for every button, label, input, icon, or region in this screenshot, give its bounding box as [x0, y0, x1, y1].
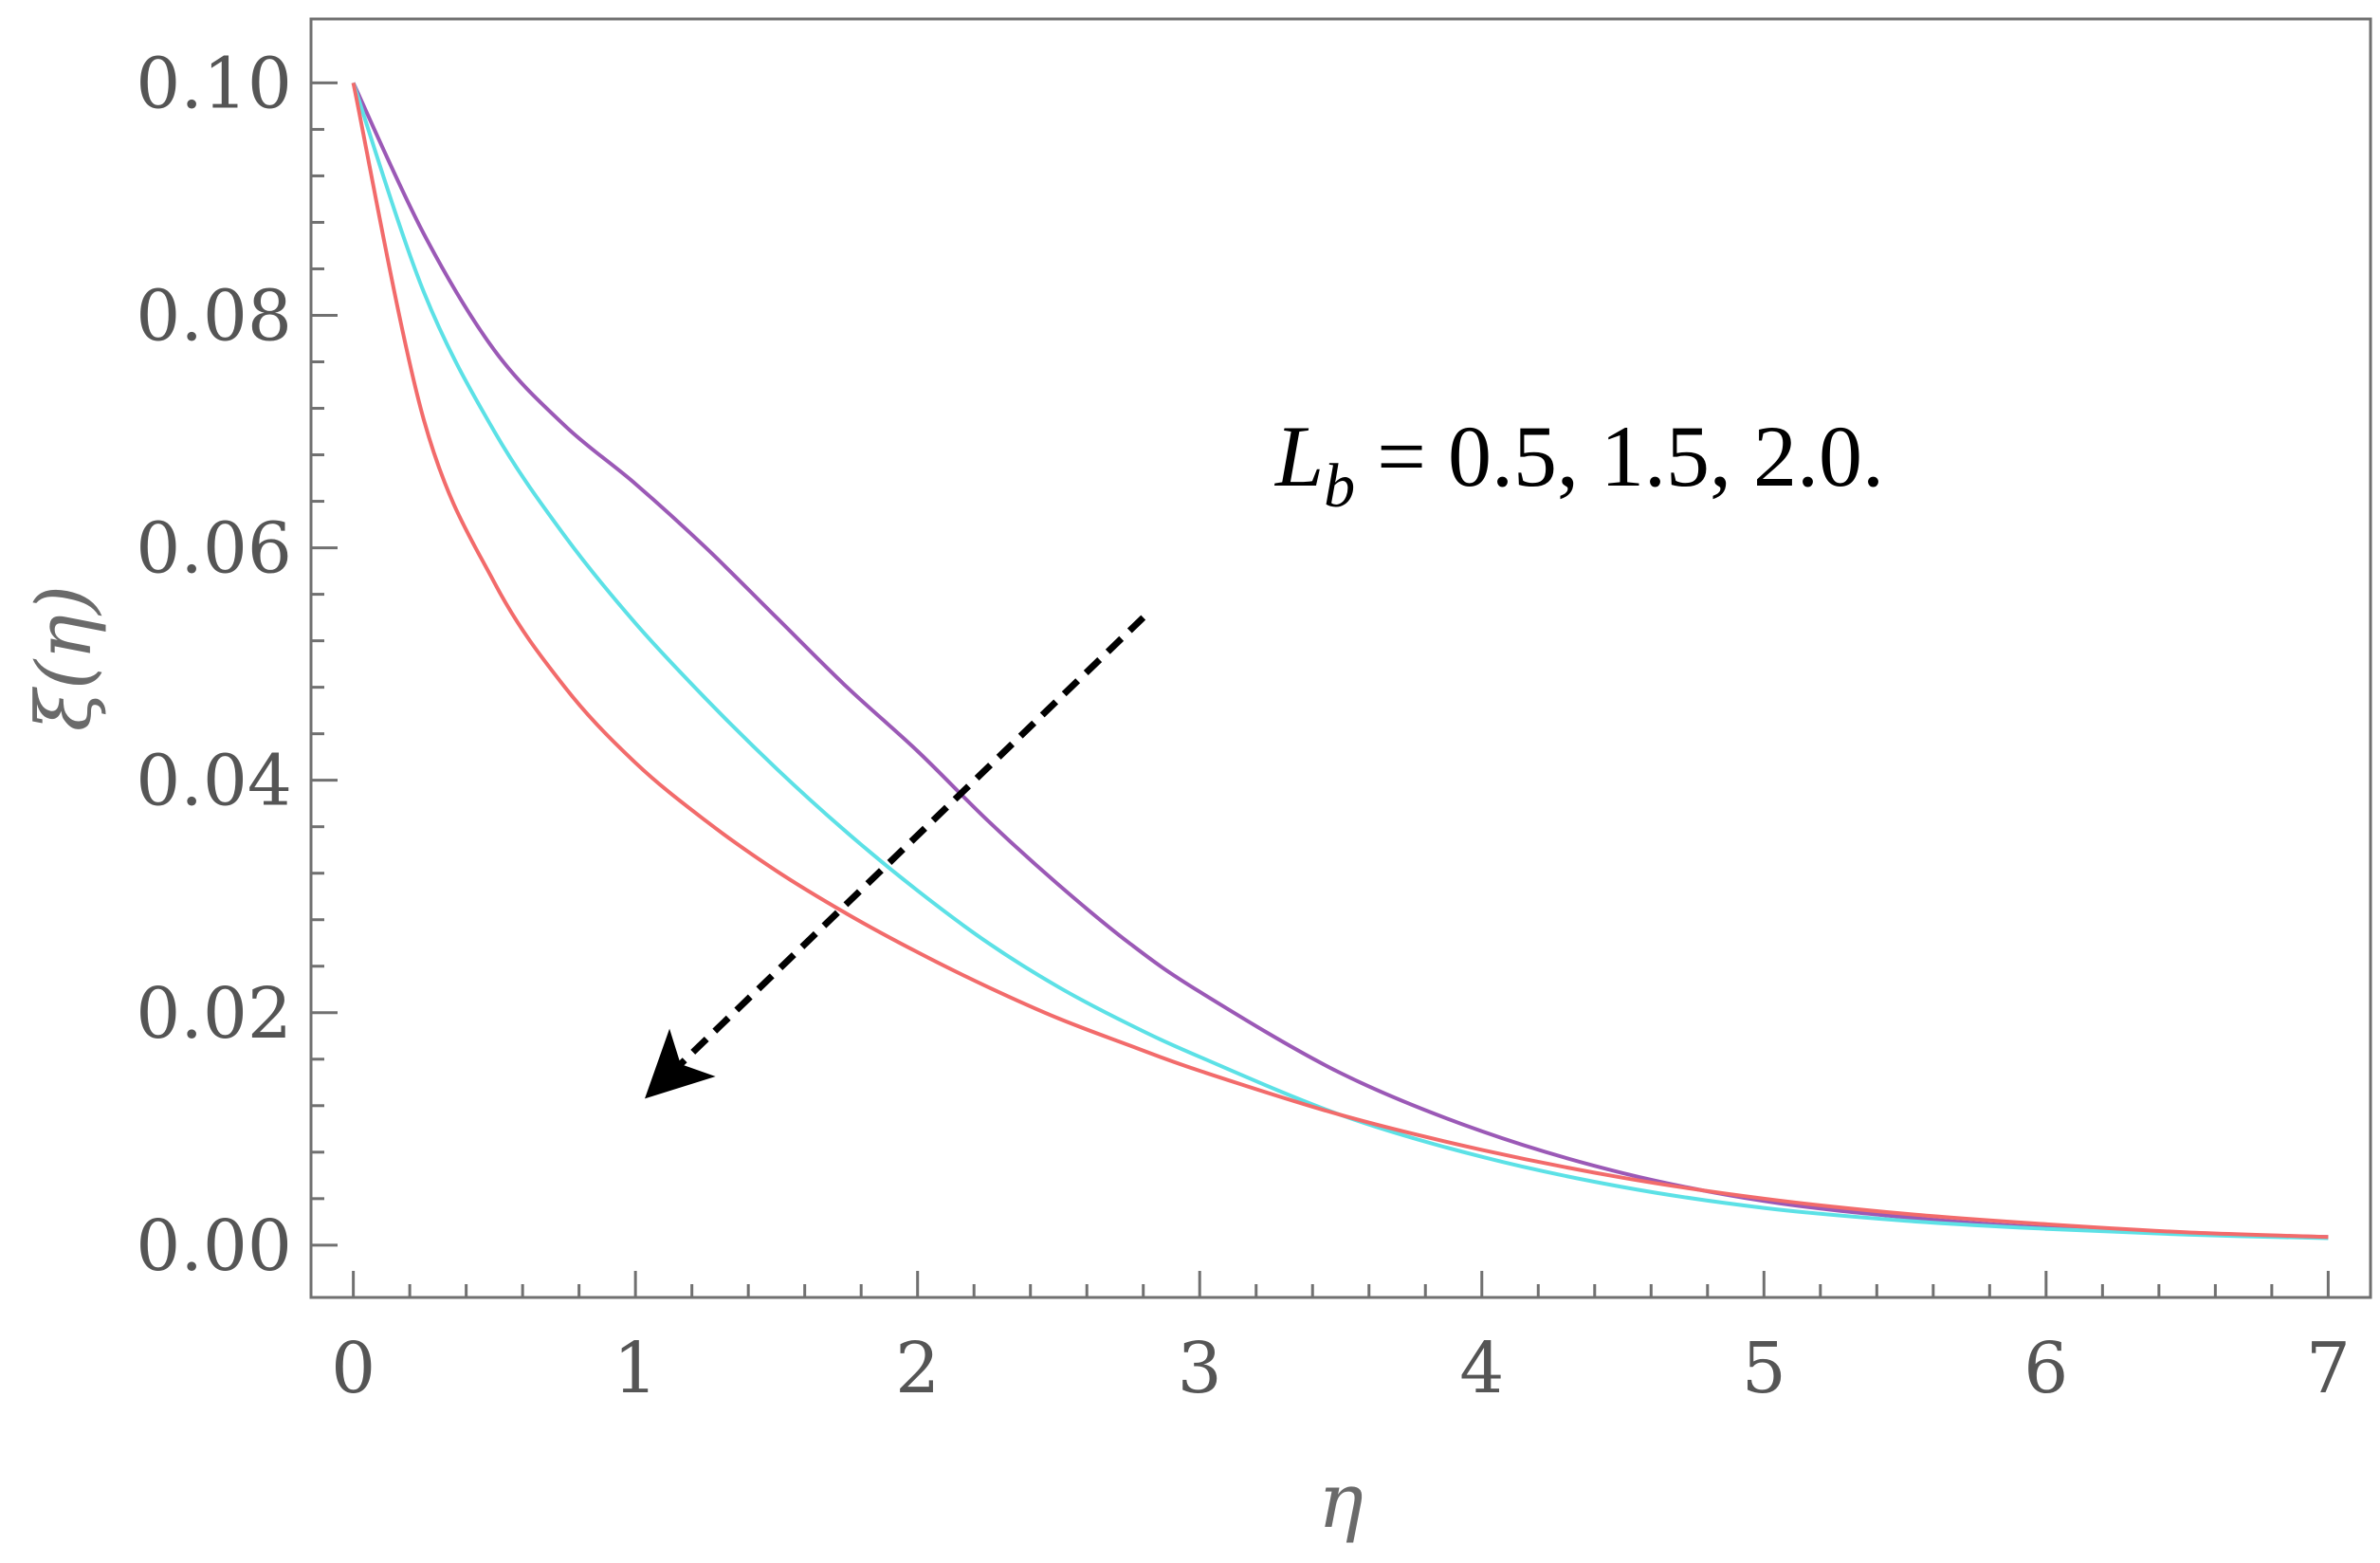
annotation-group: Lb = 0.5, 1.5, 2.0. [645, 408, 1884, 1099]
annotation-values: = 0.5, 1.5, 2.0. [1355, 408, 1884, 505]
x-tick-label: 4 [1459, 1328, 1504, 1409]
trend-arrow [645, 615, 1146, 1099]
y-tick-label: 0.08 [136, 275, 292, 357]
x-tick-label: 1 [613, 1328, 658, 1409]
annotation-label: Lb = 0.5, 1.5, 2.0. [1273, 408, 1884, 521]
series-line-1 [351, 82, 2329, 1240]
x-tick-label: 0 [331, 1328, 375, 1409]
annotation-symbol: L [1273, 408, 1324, 505]
plot-frame [309, 17, 2372, 1299]
axis-tick-labels: 0 1 2 3 4 5 6 7 0.00 0.02 0.04 0.06 0.08 0.10 [136, 43, 2351, 1409]
axis-ticks [311, 81, 2330, 1297]
x-tick-label: 6 [2023, 1328, 2068, 1409]
x-tick-label: 2 [895, 1328, 940, 1409]
x-axis-title: η [1318, 1457, 1364, 1545]
x-tick-label: 5 [1742, 1328, 1786, 1409]
y-tick-label: 0.04 [136, 741, 292, 822]
y-tick-label: 0.00 [136, 1205, 292, 1287]
y-tick-label: 0.10 [136, 43, 292, 124]
series-line-2 [351, 82, 2329, 1241]
x-tick-label: 7 [2306, 1328, 2351, 1409]
series-line-3 [351, 82, 2329, 1240]
y-tick-label: 0.06 [136, 508, 292, 590]
series-layer [351, 82, 2329, 1241]
x-tick-label: 3 [1178, 1328, 1222, 1409]
y-axis-title: ξ(η) [20, 585, 108, 731]
annotation-subscript: b [1324, 451, 1355, 521]
y-tick-label: 0.02 [136, 973, 292, 1055]
